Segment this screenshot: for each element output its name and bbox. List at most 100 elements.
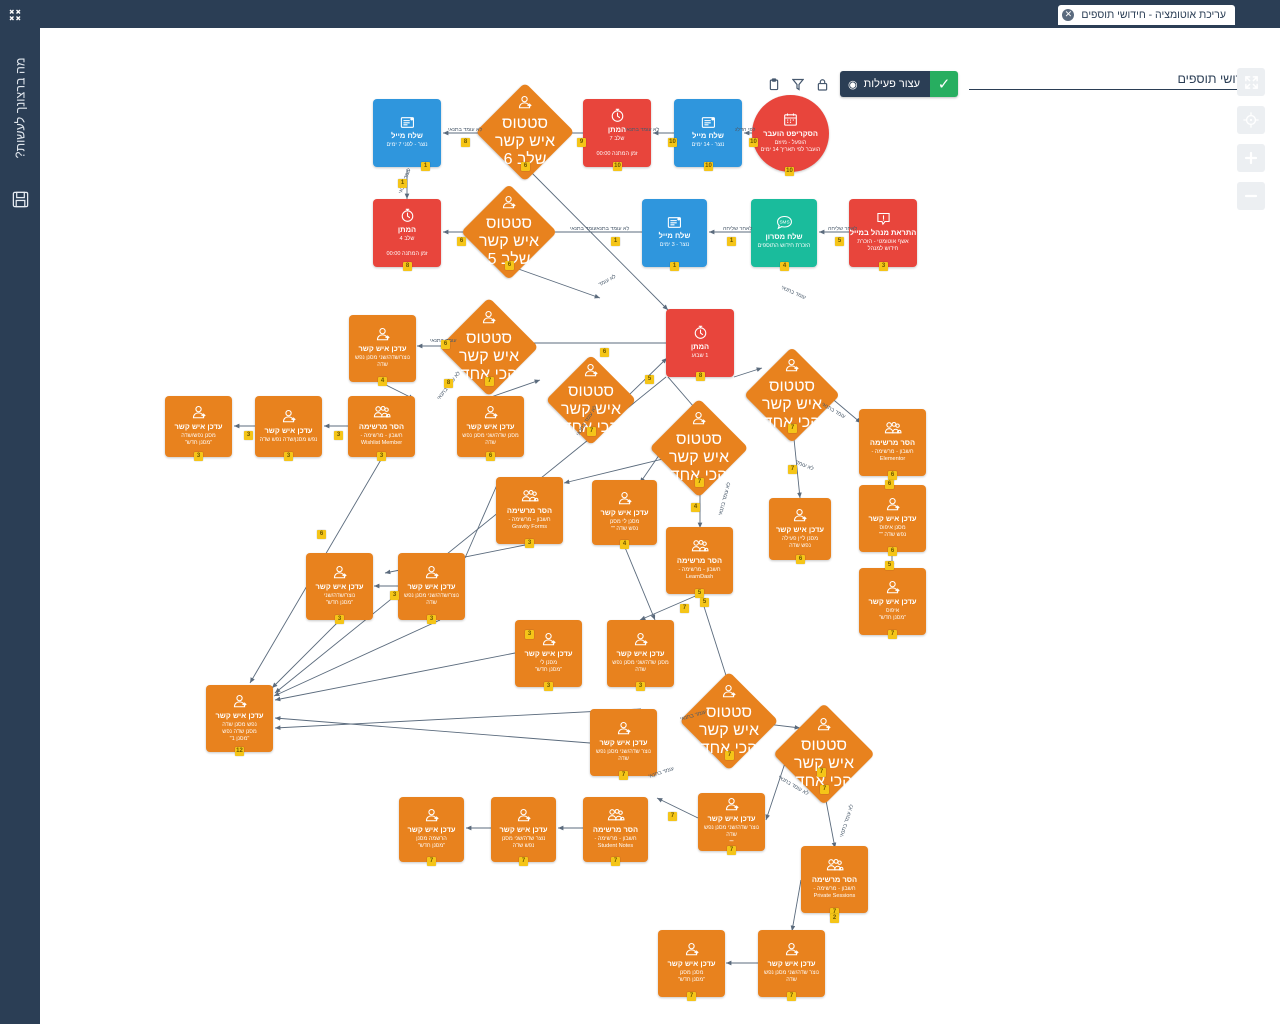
edge-step-badge[interactable]: 3: [244, 431, 253, 440]
node-content[interactable]: סטטוס איש קשר הכי אחד: [788, 717, 860, 790]
node-step-badge[interactable]: 7: [519, 857, 528, 866]
flow-node-action[interactable]: הסקריפט הועבר הופעל - מיוזם הועבר לפי תארי…: [752, 95, 829, 172]
clipboard-icon[interactable]: [762, 71, 786, 97]
close-icon[interactable]: ✕: [1062, 9, 1075, 21]
node-step-badge[interactable]: 1: [670, 262, 679, 271]
node-step-badge[interactable]: 3: [284, 452, 293, 461]
node-step-badge[interactable]: 7: [787, 992, 796, 1001]
flow-node-action[interactable]: עדכן איש קשר מסנן שדה/שני מסנן נפש שדה: [607, 620, 674, 687]
fullscreen-button[interactable]: [1237, 68, 1265, 96]
flow-node-condition[interactable]: סטטוס איש קשר שלב 5: [460, 183, 558, 281]
edge-step-badge[interactable]: 6: [885, 480, 894, 489]
edge-step-badge[interactable]: 1: [398, 179, 407, 188]
flow-node-action[interactable]: עדכן איש קשר נוצר שדה/שני מסנן נפש שדה: [758, 930, 825, 997]
node-step-badge[interactable]: 3: [525, 539, 534, 548]
flow-node-action[interactable]: עדכן איש קשר מסנן שדה/שני מסנן נפש שדה: [457, 396, 524, 457]
zoom-out-button[interactable]: [1237, 182, 1265, 210]
edge-step-badge[interactable]: 6: [317, 530, 326, 539]
node-step-badge[interactable]: 3: [427, 615, 436, 624]
browser-tab-automation[interactable]: עריכת אוטומציה - חידושי תוספים ✕: [1058, 5, 1235, 25]
edge-step-badge[interactable]: 1: [611, 237, 620, 246]
flow-node-action[interactable]: עדכן איש קשר הרשמה מסנן "מסנן חדש": [399, 797, 464, 862]
node-step-badge[interactable]: 10: [704, 162, 713, 171]
edge-step-badge[interactable]: 8: [461, 138, 470, 147]
collapse-window-icon[interactable]: [6, 6, 24, 24]
node-step-badge[interactable]: 12: [235, 747, 244, 756]
node-step-badge[interactable]: 8: [696, 372, 705, 381]
flow-node-action[interactable]: שלח מייל נוצר - 14 ימים: [674, 99, 742, 167]
flow-node-action[interactable]: הסר מרשימה חשבון - מרשימה - Wishlist Memb…: [348, 396, 415, 457]
edge-step-badge[interactable]: 2: [830, 914, 839, 923]
node-step-badge[interactable]: 6: [521, 162, 530, 171]
zoom-in-button[interactable]: [1237, 144, 1265, 172]
automation-title-input[interactable]: חידושי תוספים: [969, 72, 1254, 90]
node-step-badge[interactable]: 7: [611, 857, 620, 866]
node-step-badge[interactable]: 7: [727, 846, 736, 855]
edge-step-badge[interactable]: 3: [390, 591, 399, 600]
lock-icon[interactable]: [810, 71, 834, 97]
flow-node-action[interactable]: עדכן איש קשר מסנן ליין פעילה נפש שדה: [769, 498, 831, 560]
flow-node-action[interactable]: הסר מרשימה חשבון - מרשימה - Elementor: [859, 409, 926, 476]
node-step-badge[interactable]: 6: [888, 471, 897, 480]
node-step-badge[interactable]: 7: [888, 630, 897, 639]
flow-canvas[interactable]: ✓ עצור פעילות ◉ חידושי תוספים: [40, 28, 1280, 1024]
node-step-badge[interactable]: 7: [695, 478, 704, 487]
flow-node-action[interactable]: עדכן איש קשר נפש מסנן/שדה נפש שדה: [255, 396, 322, 457]
flow-node-action[interactable]: עדכן איש קשר נפש מסנן שדה מסנן שדה נפש "מסנ…: [206, 685, 273, 752]
edge-step-badge[interactable]: 7: [788, 465, 797, 474]
node-content[interactable]: סטטוס איש קשר הכי אחד: [694, 684, 764, 757]
edge-step-badge[interactable]: 7: [668, 812, 677, 821]
node-step-badge[interactable]: 4: [378, 377, 387, 386]
node-step-badge[interactable]: 3: [335, 615, 344, 624]
flow-node-action[interactable]: שלח מייל נוצר - 3 ימים: [642, 199, 707, 267]
node-content[interactable]: סטטוס איש קשר הכי אחד: [559, 363, 623, 436]
edge-step-badge[interactable]: 5: [835, 237, 844, 246]
flow-node-action[interactable]: עדכן איש קשר מסנן נפש/שדה "מסנן חדש": [165, 396, 232, 457]
node-step-badge[interactable]: 7: [485, 377, 494, 386]
node-step-badge[interactable]: 10: [785, 167, 794, 176]
node-step-badge[interactable]: 3: [194, 452, 203, 461]
flow-node-action[interactable]: הסר מרשימה חשבון - מרשימה - Gravity Forms: [496, 477, 563, 544]
edge-step-badge[interactable]: 3: [525, 630, 534, 639]
flow-node-action[interactable]: עדכן איש קשר נוצר שדה/שני מסנן נפש שדה: [491, 797, 556, 862]
flow-node-action[interactable]: עדכן איש קשר איפוס "מסנן חדש": [859, 568, 926, 635]
flow-node-condition[interactable]: סטטוס איש קשר הכי אחד: [545, 354, 637, 446]
node-step-badge[interactable]: 3: [879, 262, 888, 271]
node-content[interactable]: סטטוס איש קשר הכי אחד: [664, 411, 734, 484]
node-step-badge[interactable]: 10: [613, 162, 622, 171]
flow-node-action[interactable]: עדכן איש קשר נוצר שדה/שני מסנן נפש שדה: [590, 709, 657, 776]
edge-step-badge[interactable]: 10: [668, 138, 677, 147]
edge-step-badge[interactable]: 9: [577, 138, 586, 147]
edge-step-badge[interactable]: 7: [817, 768, 826, 777]
node-content[interactable]: סטטוס איש קשר הכי אחד: [454, 310, 524, 383]
edge-step-badge[interactable]: 6: [441, 340, 450, 349]
node-step-badge[interactable]: 5: [695, 589, 704, 598]
flow-node-action[interactable]: הסר מרשימה חשבון - מרשימה - Student Notes: [583, 797, 648, 862]
flow-node-action[interactable]: הסר מרשימה חשבון - מרשימה - LearnDash: [666, 527, 733, 594]
edge-step-badge[interactable]: 7: [680, 604, 689, 613]
node-step-badge[interactable]: 6: [796, 555, 805, 564]
edge-step-badge[interactable]: 6: [457, 237, 466, 246]
node-content[interactable]: סטטוס איש קשר שלב 5: [475, 195, 543, 268]
flow-node-action[interactable]: עדכן איש קשר מסנן מסנן "מסנן חדש": [658, 930, 725, 997]
node-step-badge[interactable]: 3: [636, 682, 645, 691]
node-step-badge[interactable]: 7: [725, 751, 734, 760]
node-step-badge[interactable]: 7: [830, 908, 839, 917]
flow-node-action[interactable]: עדכן איש קשר מסנן לי מסנן נפש שדה "": [592, 480, 657, 545]
node-step-badge[interactable]: 3: [377, 452, 386, 461]
save-button[interactable]: [0, 178, 40, 220]
node-step-badge[interactable]: 7: [427, 857, 436, 866]
edge-step-badge[interactable]: 10: [749, 138, 758, 147]
flow-node-action[interactable]: עדכן איש קשר נוצר שדה/שני מסנן נפש שדה "": [698, 793, 765, 851]
flow-node-action[interactable]: עדכן איש קשר נוצר/שדה/שני "מסנן חדש": [306, 553, 373, 620]
flow-node-action[interactable]: שלח מייל נוצר - לפני 7 ימים: [373, 99, 441, 167]
flow-node-action[interactable]: המתן שלב 4 זמן המתנה 00:00: [373, 199, 441, 267]
flow-node-action[interactable]: המתן שלב 7 זמן המתנה 00:00: [583, 99, 651, 167]
edge-step-badge[interactable]: 8: [444, 379, 453, 388]
edge-step-badge[interactable]: 6: [600, 348, 609, 357]
node-step-badge[interactable]: 7: [619, 771, 628, 780]
flow-node-condition[interactable]: סטטוס איש קשר הכי אחד: [439, 297, 539, 397]
edge-step-badge[interactable]: 5: [645, 375, 654, 384]
node-step-badge[interactable]: 8: [403, 262, 412, 271]
node-step-badge[interactable]: 4: [780, 262, 789, 271]
